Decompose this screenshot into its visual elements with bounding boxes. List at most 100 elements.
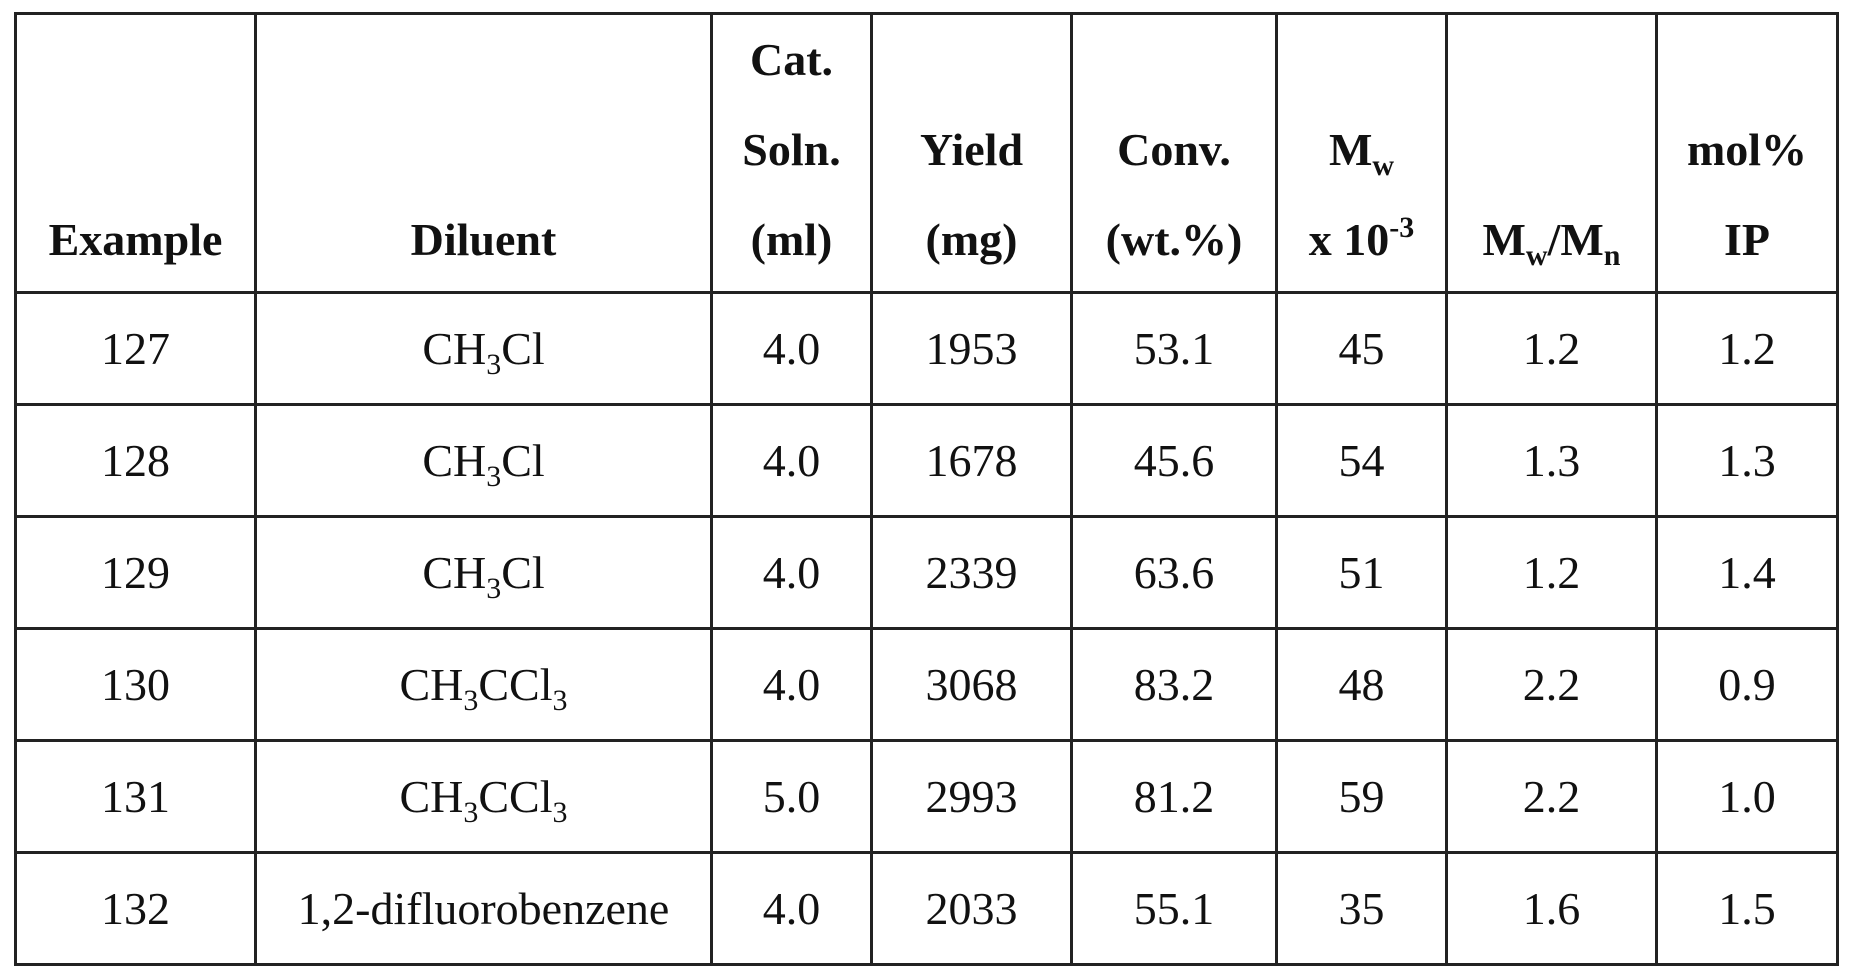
cell-conv: 83.2	[1072, 629, 1277, 741]
table-row: 128 CH3Cl 4.0 1678 45.6 54 1.3 1.3	[16, 405, 1838, 517]
cell-diluent: CH3Cl	[256, 517, 712, 629]
data-table-container: Example Diluent Cat. Soln. (ml) Yield (m…	[14, 12, 1836, 940]
header-example: Example	[16, 14, 256, 293]
table-row: 129 CH3Cl 4.0 2339 63.6 51 1.2 1.4	[16, 517, 1838, 629]
cell-mwmn: 1.2	[1447, 293, 1657, 405]
cell-example: 127	[16, 293, 256, 405]
table-row: 132 1,2-difluorobenzene 4.0 2033 55.1 35…	[16, 853, 1838, 965]
header-cat-soln: Cat. Soln. (ml)	[712, 14, 872, 293]
header-mwmn-line: Mw/Mn	[1448, 195, 1655, 285]
cell-mw: 45	[1277, 293, 1447, 405]
cell-mol-ip: 1.4	[1657, 517, 1838, 629]
diluent-part-a: CH	[422, 547, 486, 598]
diluent-part-a: CH	[399, 659, 463, 710]
cell-example: 128	[16, 405, 256, 517]
cell-diluent: CH3CCl3	[256, 741, 712, 853]
header-mol-ip-line1: mol%	[1658, 105, 1836, 195]
cell-example: 131	[16, 741, 256, 853]
cell-diluent: CH3Cl	[256, 405, 712, 517]
header-conv: Conv. (wt.%)	[1072, 14, 1277, 293]
diluent-part-b: Cl	[501, 547, 544, 598]
cell-mwmn: 1.2	[1447, 517, 1657, 629]
cell-cat-soln: 4.0	[712, 293, 872, 405]
header-mw-prefix: x 10	[1309, 214, 1390, 265]
cell-mwmn: 2.2	[1447, 629, 1657, 741]
cell-mw: 54	[1277, 405, 1447, 517]
diluent-part-a: CH	[422, 435, 486, 486]
diluent-part-b: Cl	[501, 323, 544, 374]
cell-cat-soln: 4.0	[712, 405, 872, 517]
cell-conv: 81.2	[1072, 741, 1277, 853]
cell-example: 129	[16, 517, 256, 629]
cell-cat-soln: 4.0	[712, 629, 872, 741]
cell-mwmn: 1.3	[1447, 405, 1657, 517]
cell-yield: 1953	[872, 293, 1072, 405]
diluent-sub-a: 3	[486, 572, 501, 605]
cell-diluent: CH3CCl3	[256, 629, 712, 741]
diluent-part-a: CH	[422, 323, 486, 374]
table-row: 127 CH3Cl 4.0 1953 53.1 45 1.2 1.2	[16, 293, 1838, 405]
cell-conv: 55.1	[1072, 853, 1277, 965]
table-row: 131 CH3CCl3 5.0 2993 81.2 59 2.2 1.0	[16, 741, 1838, 853]
diluent-part-b: CCl	[478, 771, 552, 822]
diluent-part-b: CCl	[478, 659, 552, 710]
diluent-sub-b: 3	[553, 684, 568, 717]
cell-mol-ip: 1.0	[1657, 741, 1838, 853]
header-conv-line2: (wt.%)	[1073, 195, 1275, 285]
header-yield: Yield (mg)	[872, 14, 1072, 293]
diluent-part-b: Cl	[501, 435, 544, 486]
header-cat-soln-line1: Cat.	[713, 15, 870, 105]
header-mw-subscript: w	[1372, 149, 1394, 182]
diluent-part-a: CH	[399, 771, 463, 822]
cell-mw: 48	[1277, 629, 1447, 741]
header-conv-line1: Conv.	[1073, 105, 1275, 195]
header-mw-exponent: -3	[1389, 211, 1414, 244]
header-diluent-label: Diluent	[257, 195, 710, 285]
cell-example: 130	[16, 629, 256, 741]
cell-mwmn: 2.2	[1447, 741, 1657, 853]
cell-conv: 45.6	[1072, 405, 1277, 517]
cell-example: 132	[16, 853, 256, 965]
cell-mw: 35	[1277, 853, 1447, 965]
header-mwmn-m1: M	[1483, 214, 1526, 265]
header-mol-ip-line2: IP	[1658, 195, 1836, 285]
header-cat-soln-line2: Soln.	[713, 105, 870, 195]
diluent-sub-a: 3	[463, 796, 478, 829]
header-mol-ip: mol% IP	[1657, 14, 1838, 293]
cell-cat-soln: 4.0	[712, 517, 872, 629]
cell-mol-ip: 1.5	[1657, 853, 1838, 965]
header-mwmn-slash: /M	[1548, 214, 1604, 265]
cell-mw: 51	[1277, 517, 1447, 629]
header-yield-line1: Yield	[873, 105, 1070, 195]
cell-conv: 53.1	[1072, 293, 1277, 405]
diluent-sub-a: 3	[486, 460, 501, 493]
diluent-sub-a: 3	[486, 348, 501, 381]
cell-mol-ip: 1.2	[1657, 293, 1838, 405]
cell-yield: 2339	[872, 517, 1072, 629]
cell-cat-soln: 4.0	[712, 853, 872, 965]
diluent-sub-b: 3	[553, 796, 568, 829]
header-mw: Mw x 10-3	[1277, 14, 1447, 293]
cell-mw: 59	[1277, 741, 1447, 853]
diluent-sub-a: 3	[463, 684, 478, 717]
header-mw-line1: Mw	[1278, 105, 1445, 195]
cell-mol-ip: 1.3	[1657, 405, 1838, 517]
polymerization-results-table: Example Diluent Cat. Soln. (ml) Yield (m…	[14, 12, 1839, 966]
table-row: 130 CH3CCl3 4.0 3068 83.2 48 2.2 0.9	[16, 629, 1838, 741]
cell-mwmn: 1.6	[1447, 853, 1657, 965]
header-cat-soln-line3: (ml)	[713, 195, 870, 285]
header-mwmn: Mw/Mn	[1447, 14, 1657, 293]
header-yield-line2: (mg)	[873, 195, 1070, 285]
header-mw-line2: x 10-3	[1278, 195, 1445, 285]
cell-yield: 2033	[872, 853, 1072, 965]
cell-yield: 3068	[872, 629, 1072, 741]
header-example-label: Example	[17, 195, 254, 285]
cell-yield: 2993	[872, 741, 1072, 853]
header-mwmn-sub1: w	[1526, 239, 1548, 272]
header-row: Example Diluent Cat. Soln. (ml) Yield (m…	[16, 14, 1838, 293]
header-diluent: Diluent	[256, 14, 712, 293]
cell-conv: 63.6	[1072, 517, 1277, 629]
cell-mol-ip: 0.9	[1657, 629, 1838, 741]
header-mw-symbol: M	[1329, 124, 1372, 175]
cell-cat-soln: 5.0	[712, 741, 872, 853]
